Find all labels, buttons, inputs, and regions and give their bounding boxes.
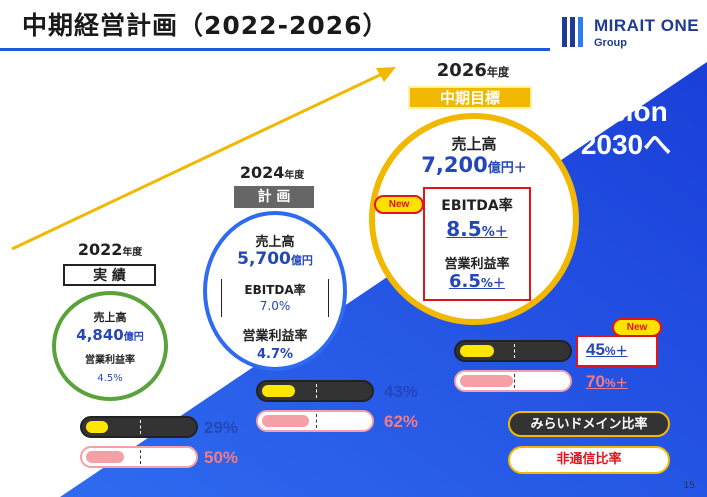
bar-2026-nontelecom [454, 370, 572, 392]
pct-2024-nontelecom: 62% [384, 412, 419, 431]
year-2024-suffix: 年度 [284, 170, 305, 181]
pct-2026-nontelecom: 70%＋ [586, 372, 628, 392]
year-2026-ebitda-value: 8.5 [446, 217, 482, 241]
year-2022-tag: 実 績 [63, 264, 156, 286]
year-2026-ebitda: 8.5%＋ [423, 217, 531, 241]
year-2024-sales-value: 5,700 [237, 249, 291, 269]
year-2022-sales-value: 4,840 [76, 326, 124, 344]
year-2026-new-metrics-box [423, 187, 531, 301]
bar-2024-domain [256, 380, 374, 402]
growth-arrow-head [376, 67, 396, 82]
page-number: 15 [683, 481, 695, 491]
year-2024-ebitda-label: EBITDA率 [244, 283, 306, 297]
vision-line2: 2030へ [580, 129, 672, 160]
year-2022-sales: 4,840億円 [56, 325, 164, 344]
year-2024-number: 2024 [239, 163, 285, 182]
pct-2024-domain: 43% [384, 382, 419, 401]
year-2026-number: 2026 [436, 60, 487, 81]
logo-subtext: Group [594, 37, 627, 49]
bar-2026-domain [454, 340, 572, 362]
year-2024-sales: 5,700億円 [207, 249, 343, 269]
page-title: 中期経営計画（2022-2026） [22, 11, 389, 40]
bar-2026-nontelecom-marker [514, 374, 515, 388]
pct-2022-domain: 29% [204, 418, 239, 437]
year-2022-number: 2022 [77, 240, 123, 259]
new-badge-ebitda: New [374, 195, 424, 214]
bar-2022-domain-fill [86, 421, 108, 433]
year-2022-op-value: 4.5% [97, 373, 123, 384]
title-underline [0, 48, 550, 51]
pct-2026-nontelecom-unit: %＋ [604, 376, 628, 390]
title-bar [0, 0, 707, 46]
legend-domain: みらいドメイン比率 [508, 411, 670, 437]
logo-text: MIRAIT ONE [594, 16, 700, 35]
pct-2026-domain-value: 45 [586, 340, 605, 359]
year-2024-tag: 計 画 [234, 186, 314, 208]
bar-2024-nontelecom [256, 410, 374, 432]
year-2022-label: 2022年度 [60, 240, 160, 259]
bar-2026-domain-fill [460, 345, 494, 357]
bar-2024-domain-fill [262, 385, 295, 397]
year-2026-suffix: 年度 [486, 66, 510, 79]
pct-2026-nontelecom-value: 70 [586, 372, 605, 391]
pct-2026-domain-box [576, 335, 658, 367]
new-badge-domain: New [612, 318, 662, 337]
year-2026-sales-label: 売上高 [451, 135, 497, 153]
growth-arrow-line [11, 72, 383, 251]
year-2024-sales-label: 売上高 [255, 235, 295, 250]
year-2024-sales-unit: 億円 [290, 254, 313, 267]
year-2022-sales-unit: 億円 [123, 332, 144, 343]
year-2026-sales-unit: 億円＋ [487, 161, 527, 176]
year-2026-sales-value: 7,200 [421, 153, 488, 177]
bar-2022-domain-marker [140, 420, 141, 434]
pct-2026-domain: 45%＋ [586, 340, 628, 360]
year-2024-ebitda-value: 7.0% [259, 299, 291, 313]
bar-2024-nontelecom-fill [262, 415, 309, 427]
bar-2024-domain-marker [316, 384, 317, 398]
year-2026-op-unit: %＋ [480, 276, 505, 290]
vision-heading: Vision 2030へ [566, 96, 686, 162]
logo-mark-icon [560, 15, 590, 49]
year-2024-circle: 売上高 5,700億円 EBITDA率 7.0% 営業利益率 4.7% [203, 211, 347, 371]
year-2024-op-value: 4.7% [256, 347, 294, 362]
bar-2026-domain-marker [514, 344, 515, 358]
year-2024-label: 2024年度 [222, 163, 322, 182]
bar-2022-domain [80, 416, 198, 438]
year-2026-tag: 中期目標 [408, 86, 532, 109]
year-2022-sales-label: 売上高 [93, 311, 127, 324]
bar-2024-nontelecom-marker [316, 414, 317, 428]
year-2026-sales: 7,200億円＋ [375, 153, 573, 177]
year-2026-circle: 売上高 7,200億円＋ EBITDA率 8.5%＋ 営業利益率 6.5%＋ [369, 113, 579, 325]
year-2026-ebitda-label: EBITDA率 [441, 198, 513, 214]
year-2022-op-label: 営業利益率 [85, 355, 135, 366]
bar-2022-nontelecom [80, 446, 198, 468]
year-2026-op: 6.5%＋ [423, 271, 531, 292]
year-2024-ebitda-bracket [221, 279, 329, 317]
year-2026-ebitda-unit: %＋ [481, 225, 508, 240]
bar-2022-nontelecom-marker [140, 450, 141, 464]
legend-nontelecom: 非通信比率 [508, 446, 670, 474]
bar-2026-nontelecom-fill [460, 375, 513, 387]
year-2026-op-value: 6.5 [449, 271, 481, 292]
pct-2026-domain-unit: %＋ [604, 344, 628, 358]
year-2022-suffix: 年度 [122, 247, 143, 258]
pct-2022-nontelecom: 50% [204, 448, 239, 467]
year-2026-op-label: 営業利益率 [444, 257, 510, 272]
year-2022-circle: 売上高 4,840億円 営業利益率 4.5% [52, 291, 168, 401]
bar-2022-nontelecom-fill [86, 451, 124, 463]
vision-line1: Vision [584, 96, 668, 127]
year-2024-op-label: 営業利益率 [242, 329, 308, 344]
year-2026-label: 2026年度 [420, 60, 526, 81]
